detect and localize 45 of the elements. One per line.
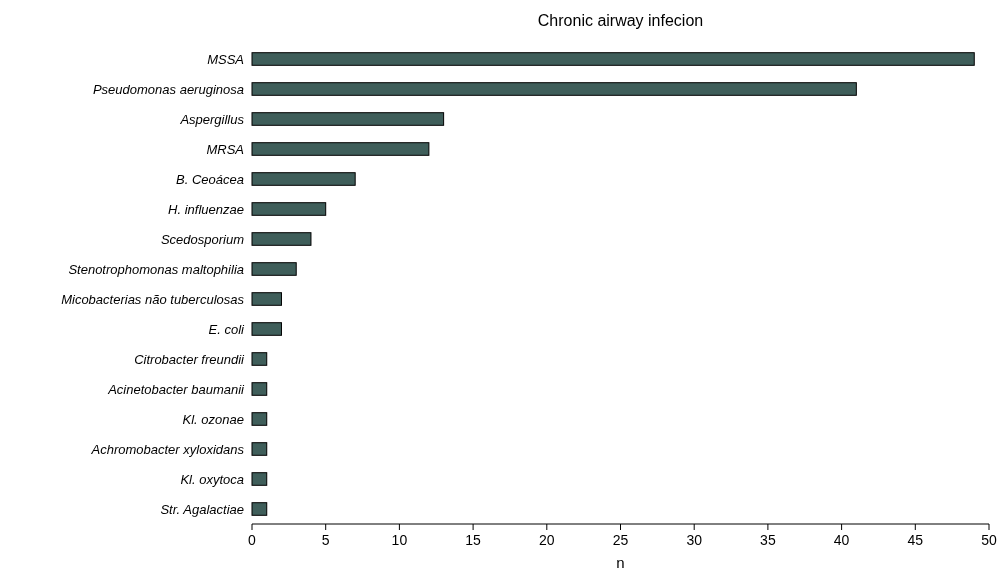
bar	[251, 262, 297, 276]
chart-title: Chronic airway infecion	[537, 12, 704, 29]
bar	[251, 292, 282, 306]
y-tick-label: Str. Agalactiae	[160, 501, 244, 517]
x-tick-label: 15	[465, 532, 482, 548]
bar	[251, 382, 268, 396]
y-tick-label: Stenotrophomonas maltophilia	[68, 261, 244, 277]
x-tick-label: 40	[833, 532, 850, 548]
bar	[251, 52, 975, 66]
bar	[251, 472, 268, 486]
bar	[251, 112, 445, 126]
bar	[251, 322, 282, 336]
x-axis-title: n	[616, 554, 625, 571]
bar	[251, 142, 430, 156]
y-tick-label: Achromobacter xyloxidans	[90, 441, 245, 457]
bar	[251, 172, 356, 186]
y-tick-label: H. influenzae	[168, 201, 244, 217]
y-tick-label: E. coli	[208, 321, 246, 337]
x-tick-label: 20	[539, 532, 555, 548]
y-tick-label: Micobacterias não tuberculosas	[61, 291, 245, 307]
bar	[251, 502, 268, 516]
y-tick-label: Acinetobacter baumanii	[107, 381, 246, 397]
bar	[251, 442, 268, 456]
y-tick-label: Citrobacter freundii	[134, 351, 246, 367]
y-tick-label: Aspergillus	[179, 111, 245, 127]
bar	[251, 412, 268, 426]
y-tick-label: Kl. ozonae	[182, 411, 244, 427]
x-tick-label: 5	[321, 532, 330, 548]
bar	[251, 352, 268, 366]
y-tick-label: Kl. oxytoca	[180, 471, 244, 487]
x-tick-label: 10	[391, 532, 408, 548]
y-tick-label: Scedosporium	[160, 231, 245, 247]
y-tick-label: MSSA	[207, 51, 244, 67]
bar	[251, 232, 312, 246]
x-tick-label: 30	[686, 532, 703, 548]
bar	[251, 202, 327, 216]
x-tick-label: 50	[981, 532, 997, 548]
y-tick-label: MRSA	[206, 141, 244, 157]
x-tick-label: 45	[907, 532, 924, 548]
y-tick-label: Pseudomonas aeruginosa	[92, 81, 244, 97]
x-tick-label: 25	[612, 532, 629, 548]
x-tick-label: 35	[760, 532, 776, 548]
x-tick-label: 0	[248, 532, 257, 548]
bar	[251, 82, 857, 96]
y-tick-label: B. Ceoácea	[176, 171, 244, 187]
